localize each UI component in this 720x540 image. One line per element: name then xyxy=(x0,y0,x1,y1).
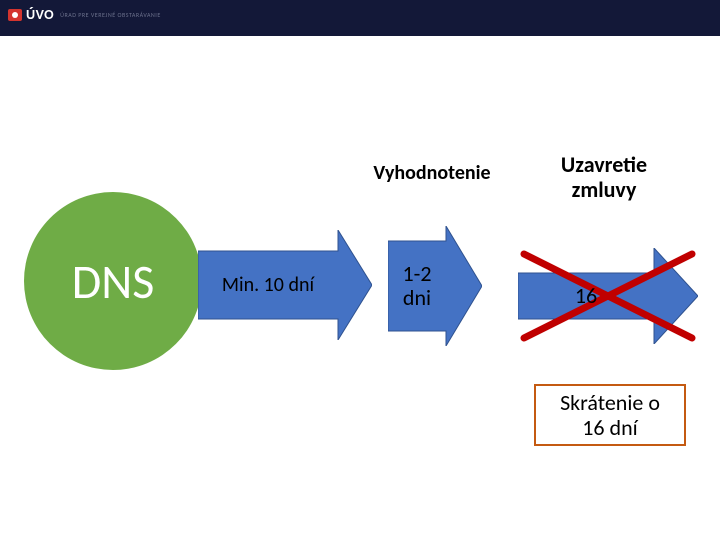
arrow-min-10-dni: Min. 10 dní xyxy=(198,230,372,340)
arrow-label: Min. 10 dní xyxy=(198,251,338,319)
logo-text: ÚVO xyxy=(26,6,54,23)
dns-circle: DNS xyxy=(24,192,202,370)
callout-skratenie: Skrátenie o16 dní xyxy=(534,384,686,446)
arrow-1-2-dni: 1-2dni xyxy=(388,226,482,346)
callout-text: Skrátenie o16 dní xyxy=(560,390,660,441)
label-vyhodnotenie: Vyhodnotenie xyxy=(362,162,502,185)
arrow-label: 16 xyxy=(518,273,654,319)
arrow-label: 1-2dni xyxy=(388,241,446,331)
logo: ÚVO ÚRAD PRE VEREJNÉ OBSTARÁVANIE xyxy=(8,6,161,23)
header-bar: ÚVO ÚRAD PRE VEREJNÉ OBSTARÁVANIE xyxy=(0,0,720,36)
logo-badge-icon xyxy=(8,9,22,21)
label-uzavretie-zmluvy: Uzavretiezmluvy xyxy=(544,152,664,203)
arrow-16-crossed: 16 xyxy=(518,248,698,344)
dns-circle-text: DNS xyxy=(72,252,155,311)
logo-subtext: ÚRAD PRE VEREJNÉ OBSTARÁVANIE xyxy=(60,11,161,19)
